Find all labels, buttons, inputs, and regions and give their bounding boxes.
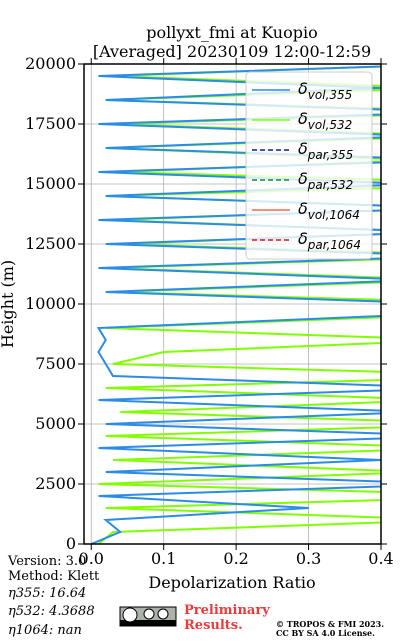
legend-label: δpar,532 [298, 169, 353, 192]
x-tick-label: 0.4 [368, 549, 393, 568]
footer-text: Method: Klett [8, 569, 100, 584]
legend-label: δvol,1064 [298, 199, 360, 222]
y-tick-label: 5000 [35, 414, 76, 433]
legend: δvol,355 δvol,532 δpar,355 δpar,532 δvol,106… [245, 71, 373, 260]
copyright-text: © TROPOS & FMI 2023. [276, 619, 384, 629]
x-tick-label: 0.0 [79, 549, 104, 568]
y-tick-label: 15000 [25, 174, 76, 193]
legend-label: δpar,355 [298, 139, 353, 162]
legend-label: δvol,355 [298, 79, 352, 102]
footer-text: η355: 16.64 [8, 586, 86, 601]
y-tick-label: 12500 [25, 234, 76, 253]
x-axis-label: Depolarization Ratio [148, 573, 315, 592]
footer-text: η1064: nan [8, 623, 82, 638]
chart-title: pollyxt_fmi at Kuopio [146, 23, 317, 42]
y-tick-label: 10000 [25, 294, 76, 313]
chart-subtitle: [Averaged] 20230109 12:00-12:59 [93, 42, 371, 61]
y-tick-label: 0 [66, 534, 76, 553]
legend-label: δvol,532 [298, 109, 352, 132]
plot-area [84, 64, 381, 544]
legend-box [245, 71, 373, 260]
footer-text: η532: 4.3688 [8, 604, 95, 619]
y-tick-label: 2500 [35, 474, 76, 493]
footer-text: Version: 3.0 [7, 554, 86, 569]
x-tick-label: 0.3 [296, 549, 321, 568]
cc-logo [119, 606, 177, 627]
plot-frame [83, 63, 382, 545]
y-tick-label: 20000 [25, 54, 76, 73]
data-line [90, 65, 381, 544]
x-tick-label: 0.1 [151, 549, 176, 568]
y-tick-label: 17500 [25, 114, 76, 133]
preliminary-text: Preliminary Results. [184, 603, 274, 633]
y-tick-label: 7500 [35, 354, 76, 373]
license-text: CC BY SA 4.0 License. [276, 628, 375, 638]
axes: 0.0 0.1 0.2 0.3 0.4 0 2500 5000 7500 10000 12500 15… [25, 54, 394, 568]
y-axis-label: Height (m) [0, 260, 17, 348]
legend-label: δpar,1064 [298, 229, 361, 252]
x-tick-label: 0.2 [223, 549, 248, 568]
